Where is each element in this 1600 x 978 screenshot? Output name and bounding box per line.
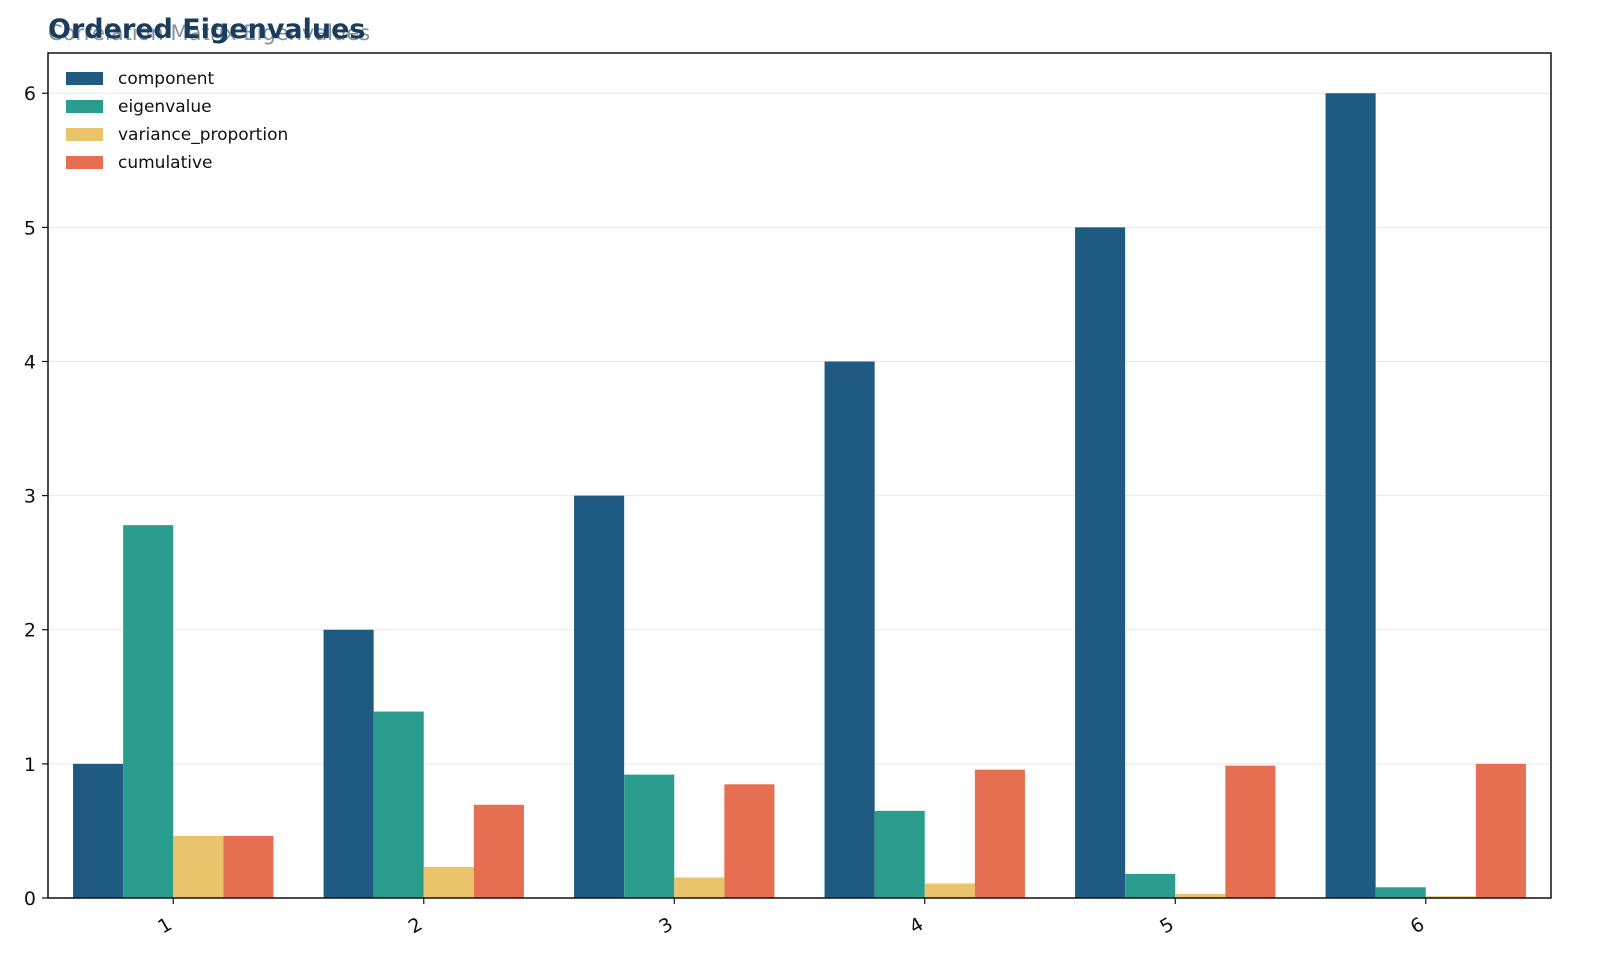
bar-variance_proportion-3 <box>674 877 725 898</box>
legend-swatch-component <box>66 72 103 85</box>
bar-variance_proportion-6 <box>1425 896 1476 898</box>
bar-cumulative-4 <box>974 769 1025 898</box>
plot-frame <box>47 52 1552 899</box>
legend-label-eigenvalue: eigenvalue <box>118 97 212 117</box>
legend-swatch-variance_proportion <box>66 128 103 141</box>
x-tick-label: 4 <box>906 913 927 938</box>
bar-eigenvalue-5 <box>1125 873 1176 898</box>
y-tick-label: 6 <box>24 83 36 105</box>
bars-layer <box>73 93 1526 898</box>
bar-cumulative-2 <box>473 804 524 898</box>
bar-component-1 <box>73 763 124 898</box>
bar-variance_proportion-4 <box>924 883 975 898</box>
legend-label-variance_proportion: variance_proportion <box>118 125 288 145</box>
bar-component-4 <box>824 361 875 898</box>
x-tick-label: 5 <box>1156 913 1177 938</box>
bar-component-5 <box>1075 227 1126 898</box>
bar-cumulative-1 <box>223 835 274 898</box>
bar-eigenvalue-2 <box>373 711 424 898</box>
bar-eigenvalue-3 <box>624 774 675 898</box>
bar-variance_proportion-2 <box>423 866 474 898</box>
bar-eigenvalue-1 <box>123 525 174 898</box>
x-tick-label: 1 <box>154 913 175 938</box>
bar-component-2 <box>323 629 374 898</box>
y-tick-label: 5 <box>24 217 36 239</box>
legend-label-component: component <box>118 69 215 89</box>
legend-label-cumulative: cumulative <box>118 153 213 173</box>
x-tick-label: 6 <box>1407 913 1428 938</box>
y-tick-label: 3 <box>24 486 36 508</box>
x-tick-label: 3 <box>655 913 676 938</box>
chart-title: Ordered Eigenvalues <box>48 14 366 45</box>
bar-cumulative-3 <box>724 784 775 898</box>
bar-component-3 <box>574 495 625 898</box>
bar-component-6 <box>1325 93 1376 898</box>
bar-eigenvalue-6 <box>1375 887 1426 898</box>
legend-swatch-eigenvalue <box>66 100 103 113</box>
bar-cumulative-5 <box>1225 765 1276 898</box>
bar-eigenvalue-4 <box>874 810 925 898</box>
y-tick-label: 4 <box>24 351 36 373</box>
bar-variance_proportion-1 <box>173 835 224 898</box>
chart-subtitle: Correlation Matrix Eigenvalues <box>48 21 370 45</box>
grid-layer <box>48 92 1551 765</box>
y-tick-label: 0 <box>24 888 36 910</box>
x-tick-label: 2 <box>405 913 426 938</box>
y-tick-label: 1 <box>24 754 36 776</box>
y-tick-label: 2 <box>24 620 36 642</box>
legend: component eigenvalue variance_proportioncu… <box>66 69 288 173</box>
legend-swatch-cumulative <box>66 156 103 169</box>
bar-cumulative-6 <box>1475 763 1526 898</box>
bar-variance_proportion-5 <box>1175 893 1226 898</box>
